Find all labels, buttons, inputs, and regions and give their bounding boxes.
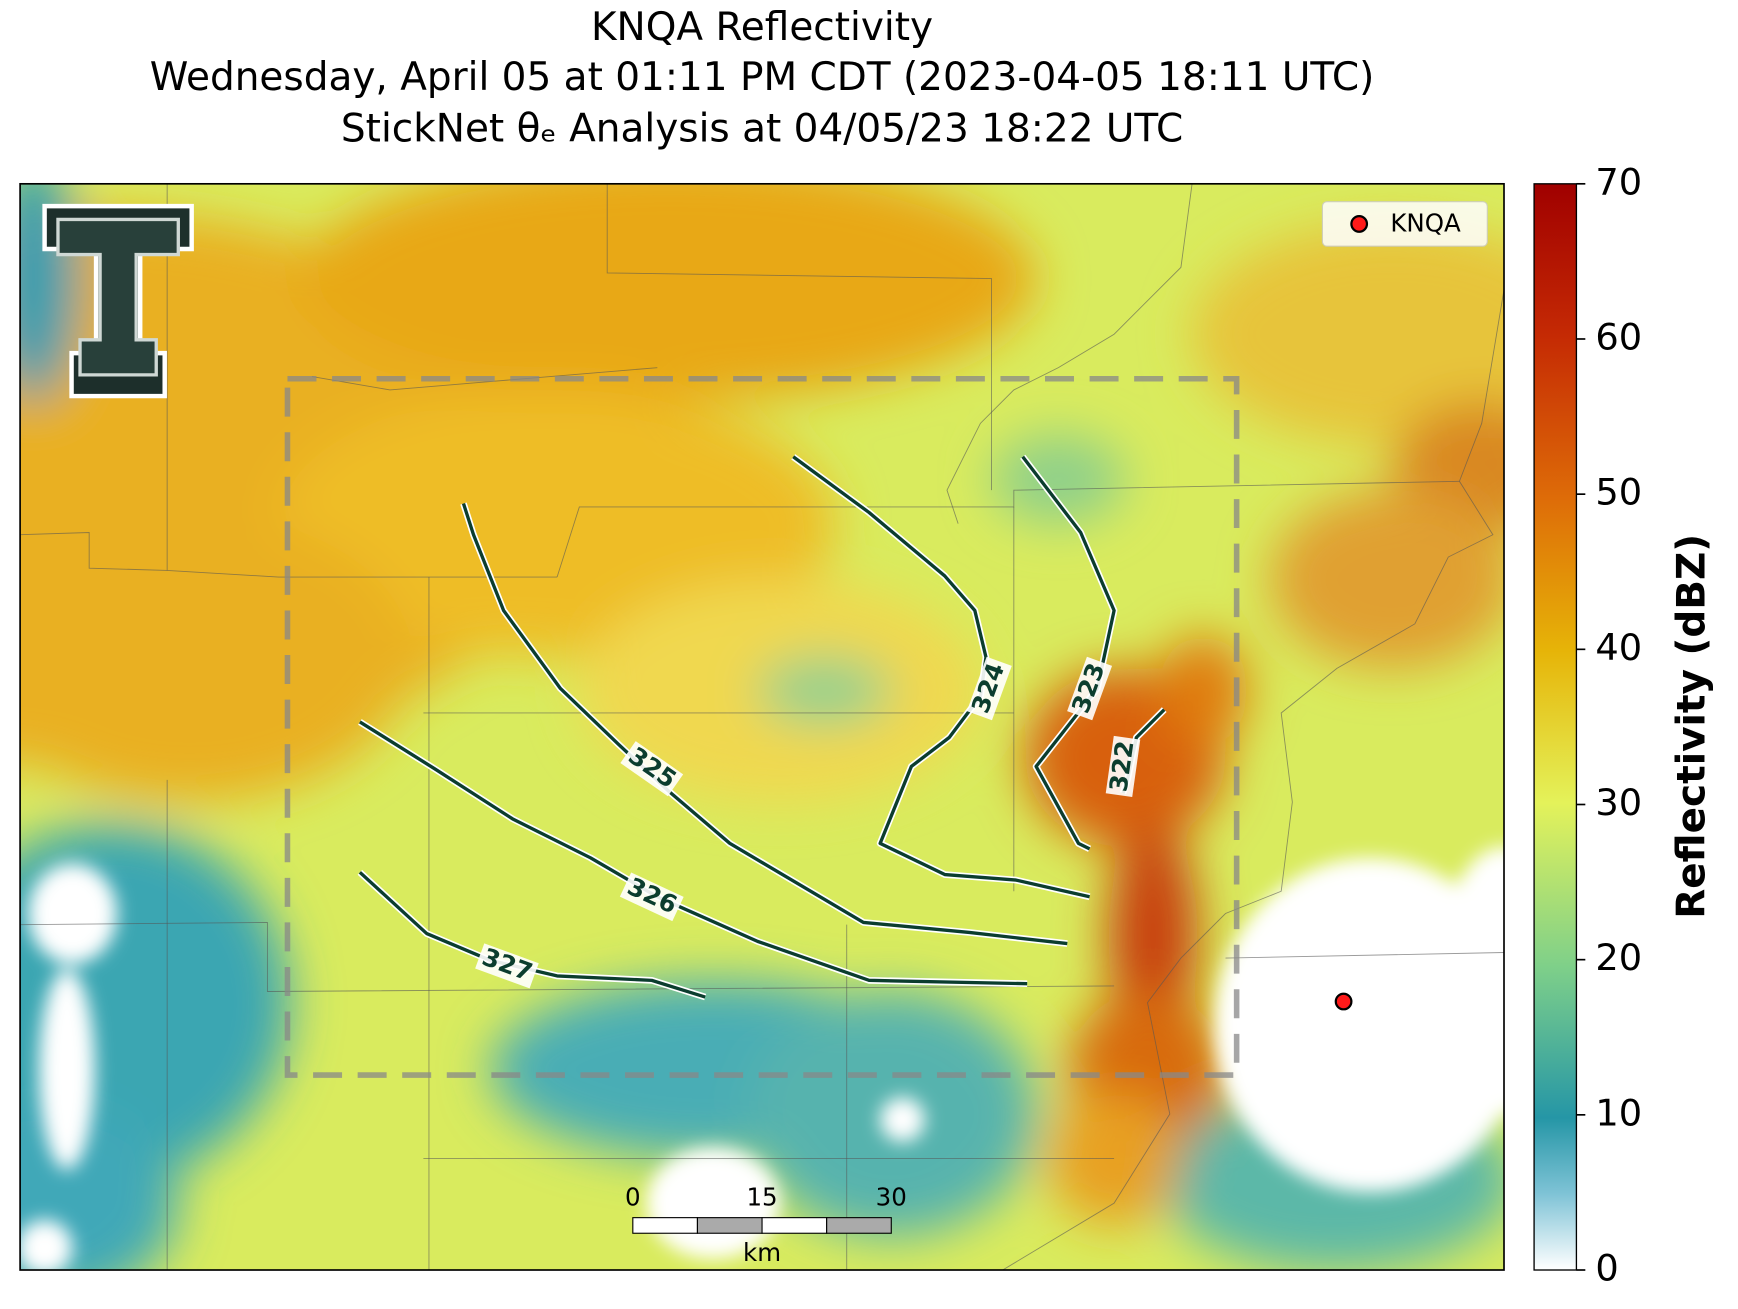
radar-no-echo: [880, 1097, 925, 1142]
radar-site: [1334, 992, 1353, 1011]
colorbar-tick-label: 70: [1595, 160, 1642, 203]
radar-echo: [757, 657, 892, 725]
scale-bar-tick: 15: [746, 1182, 777, 1211]
radar-no-echo: [39, 969, 95, 1170]
contour-label: 322: [1104, 739, 1140, 794]
contour-label-bg: [966, 656, 1012, 721]
radar-echo: [1192, 222, 1505, 446]
scale-bar-tick: 30: [876, 1182, 907, 1211]
contour-line: [792, 455, 1090, 899]
scale-bar-segment: [632, 1217, 698, 1234]
contour-label-bg: [1105, 735, 1141, 798]
boundary-line: [946, 183, 1193, 524]
logo-t: [56, 217, 180, 377]
map-frame: [19, 182, 1505, 1271]
contour-label-bg: [620, 741, 684, 797]
boundary-line: [1225, 952, 1505, 959]
boundary-line: [1002, 289, 1505, 1271]
colorbar-tick-label: 50: [1595, 471, 1642, 514]
radar-field: [20, 183, 1505, 1271]
title-line: StickNet θₑ Analysis at 04/05/23 18:22 U…: [341, 106, 1183, 151]
colorbar-tick-label: 10: [1595, 1091, 1642, 1134]
colorbar-tick-label: 60: [1595, 315, 1642, 358]
analysis-domain: [284, 375, 1240, 1078]
scale-bar-segment: [696, 1217, 763, 1234]
radar-echo: [20, 512, 413, 803]
title-line: Wednesday, April 05 at 01:11 PM CDT (202…: [150, 55, 1375, 100]
contour-label-bg: [619, 872, 684, 922]
legend-marker: [1350, 215, 1369, 233]
scale-bar-unit: km: [743, 1238, 781, 1267]
legend-label: KNQA: [1390, 209, 1461, 238]
contour-line: [358, 720, 1028, 986]
radar-no-echo: [20, 1219, 73, 1271]
colorbar-tick-label: 30: [1595, 781, 1642, 824]
title-line: KNQA Reflectivity: [591, 5, 933, 50]
colorbar-label: Reflectivity (dBZ): [1670, 534, 1715, 919]
logo: [42, 203, 194, 399]
radar-no-echo: [27, 863, 118, 964]
colorbar-tick-label: 40: [1595, 626, 1642, 669]
radar-echo: [991, 434, 1126, 524]
radar-no-echo: [1214, 857, 1505, 1192]
scale-bar-tick: 0: [625, 1182, 641, 1211]
boundary-line: [606, 183, 992, 491]
colorbar-tick-label: 20: [1595, 936, 1642, 979]
contour-label-bg: [1067, 656, 1113, 721]
scale-bar-segment: [826, 1217, 892, 1234]
radar-echo: [1270, 490, 1505, 669]
boundary-line: [20, 532, 558, 578]
scale-bar-segment: [761, 1217, 828, 1234]
radar-echo: [1108, 824, 1198, 1048]
radar-echo: [300, 183, 1036, 402]
contour-label-bg: [475, 943, 539, 989]
legend-box: [1321, 201, 1488, 247]
colorbar-tick-label: 0: [1595, 1247, 1618, 1290]
radar-no-echo: [1437, 846, 1505, 1115]
radar-echo: [1158, 635, 1248, 747]
colorbar: [1533, 183, 1578, 1271]
boundary-line: [20, 921, 1115, 992]
